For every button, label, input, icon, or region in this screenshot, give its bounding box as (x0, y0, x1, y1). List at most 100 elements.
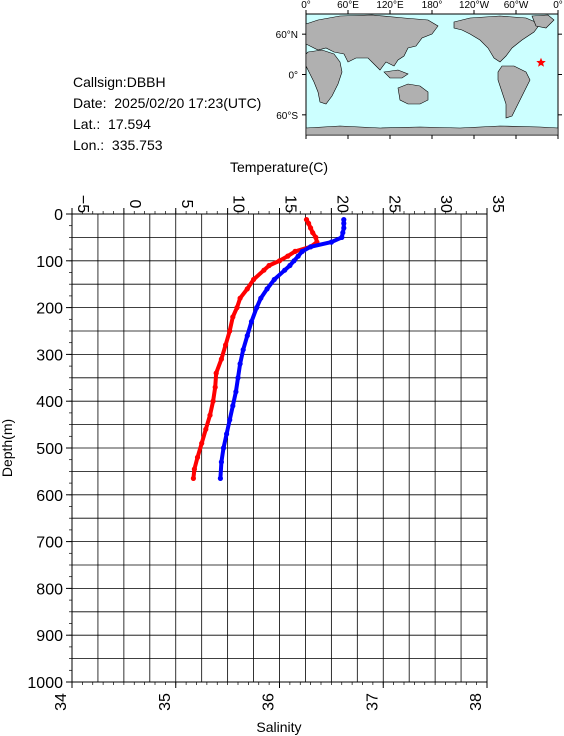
map-land (305, 14, 559, 136)
map-lon-label: 0° (301, 0, 311, 11)
temperature-tick-label: 0 (126, 200, 143, 209)
date-row: Date: 2025/02/20 17:23(UTC) (73, 93, 261, 114)
depth-tick-label: 200 (36, 301, 63, 318)
temperature-axis: −5 0 5 10 15 20 25 30 35 (71, 195, 506, 214)
lon-label: Lon.: (73, 137, 105, 153)
land-south-america (497, 65, 531, 119)
salinity-point (220, 445, 227, 451)
callsign-label: Callsign: (73, 74, 127, 90)
temperature-tick-label: 35 (489, 195, 506, 213)
map-lon-label: 60°E (337, 0, 359, 11)
depth-axis-label: Depth(m) (0, 419, 15, 477)
lat-row: Lat.: 17.594 (73, 114, 261, 135)
temperature-point (234, 305, 240, 311)
temperature-point (261, 267, 267, 273)
salinity-point (340, 230, 346, 236)
temperature-point (213, 370, 219, 376)
temperature-tick-label: 30 (437, 195, 454, 213)
temperature-tick-label: 15 (282, 195, 299, 213)
temperature-point (212, 384, 218, 390)
map-lon-label: 120°E (376, 0, 404, 11)
temperature-tick-label: 25 (385, 195, 402, 213)
series-layer (190, 217, 347, 481)
temperature-point (194, 454, 201, 460)
location-map: 0° 60°E 120°E 180° 120°W 60°W 0° 60°N 0° 60°S (276, 0, 563, 139)
plot-grid (71, 213, 488, 683)
salinity-point (230, 403, 236, 409)
temperature-point (292, 248, 298, 254)
map-lon-label: 180° (422, 0, 443, 11)
callsign-value: DBBH (126, 74, 166, 90)
depth-tick-label: 600 (36, 488, 63, 505)
temperature-axis-label: Temperature(C) (230, 159, 328, 175)
salinity-point (218, 459, 224, 465)
salinity-point (341, 217, 347, 223)
land-islands (383, 69, 409, 79)
land-north-america (453, 15, 541, 63)
salinity-tick-label: 34 (53, 693, 70, 711)
salinity-point (264, 286, 270, 292)
salinity-point (233, 389, 239, 395)
date-value: 2025/02/20 17:23(UTC) (114, 95, 262, 111)
salinity-point (254, 305, 260, 311)
temperature-point (227, 328, 233, 334)
land-eurasia (305, 14, 439, 71)
temperature-point (266, 262, 272, 269)
salinity-point (295, 253, 301, 259)
temperature-point (230, 314, 236, 320)
salinity-point (341, 220, 347, 226)
salinity-point (258, 295, 264, 301)
callsign-row: Callsign:DBBH (73, 72, 261, 93)
depth-tick-label: 400 (36, 394, 63, 411)
land-greenland (531, 14, 555, 29)
lon-row: Lon.: 335.753 (73, 135, 261, 156)
salinity-point (271, 276, 277, 283)
temperature-point (308, 225, 314, 231)
salinity-point (282, 267, 288, 273)
temperature-point (244, 286, 250, 292)
temperature-point (207, 412, 213, 418)
temperature-tick-label: 5 (178, 200, 195, 209)
salinity-point (224, 431, 230, 437)
salinity-point (328, 239, 334, 245)
salinity-point (287, 262, 293, 269)
salinity-axis-label: Salinity (256, 719, 301, 735)
temperature-point (190, 475, 196, 481)
salinity-point (308, 244, 314, 250)
land-africa (305, 49, 343, 105)
lon-value: 335.753 (111, 137, 163, 153)
salinity-point (237, 361, 243, 367)
temperature-point (251, 276, 257, 283)
temperature-point (310, 230, 316, 236)
depth-tick-label: 100 (36, 254, 63, 271)
salinity-point (240, 347, 246, 353)
depth-tick-label: 900 (36, 628, 63, 645)
salinity-tick-label: 37 (364, 693, 381, 711)
salinity-point (217, 475, 223, 481)
salinity-tick-label: 38 (468, 693, 485, 711)
salinity-tick-label: 36 (261, 693, 278, 711)
depth-tick-label: 300 (36, 347, 63, 364)
map-lat-label: 60°S (276, 111, 298, 122)
salinity-point (299, 248, 305, 254)
salinity-point (339, 234, 345, 240)
depth-axis: 0 100 200 300 400 500 600 700 800 900 1000 (27, 207, 72, 692)
map-lon-label: 60°W (504, 0, 529, 11)
temperature-tick-label: 20 (333, 195, 350, 213)
salinity-point (291, 258, 297, 264)
salinity-point (244, 333, 250, 339)
depth-tick-label: 500 (36, 441, 63, 458)
temperature-point (303, 217, 310, 223)
map-lat-label: 0° (288, 71, 298, 82)
temperature-point (223, 342, 229, 348)
salinity-tick-label: 35 (157, 693, 174, 711)
temperature-point (191, 466, 197, 472)
date-label: Date: (73, 95, 107, 111)
salinity-point (248, 319, 255, 325)
station-marker (536, 57, 546, 67)
depth-tick-label: 800 (36, 581, 63, 598)
temperature-tick-label: 10 (230, 195, 247, 213)
temperature-tick-label: −5 (74, 195, 91, 213)
lat-label: Lat.: (73, 116, 101, 132)
